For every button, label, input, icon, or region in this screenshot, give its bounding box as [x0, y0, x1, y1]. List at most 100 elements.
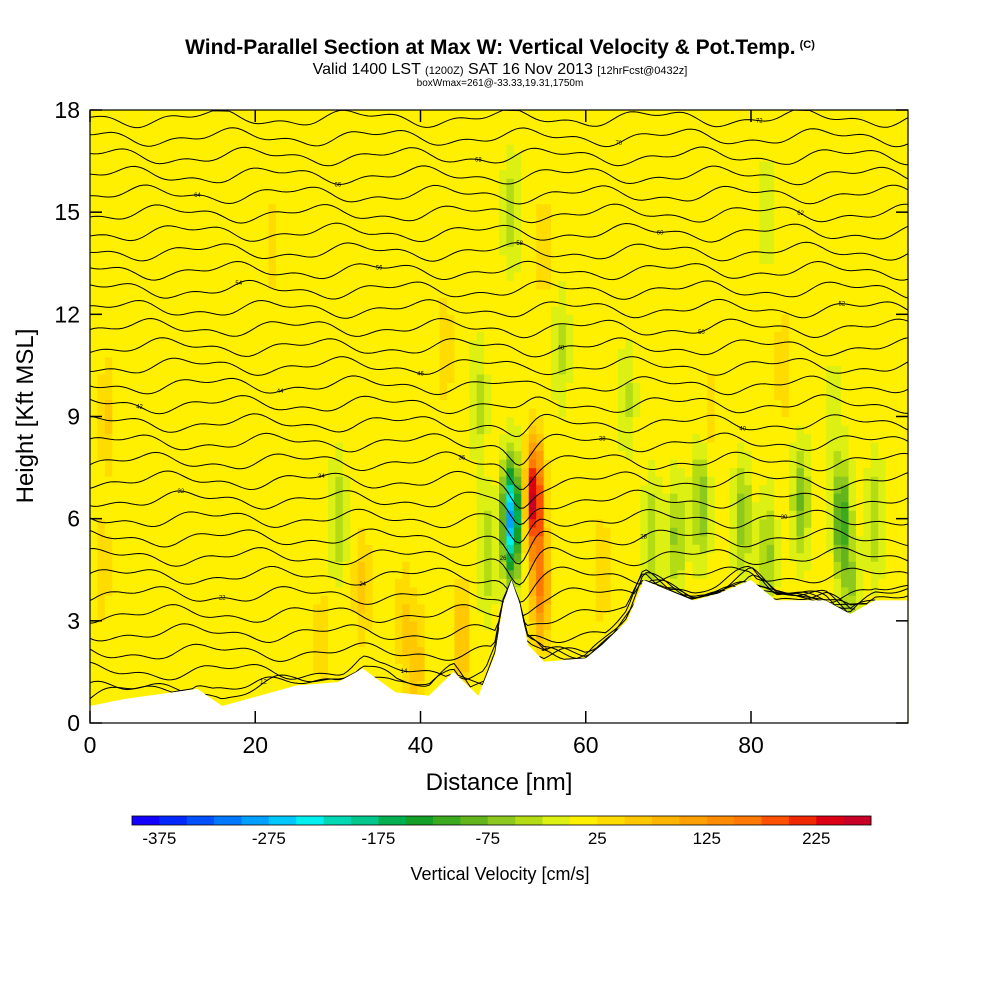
field-cell: [275, 501, 284, 511]
field-cell: [313, 365, 322, 375]
field-cell: [261, 629, 270, 639]
field-cell: [394, 280, 403, 290]
field-cell: [335, 229, 344, 239]
field-cell: [409, 510, 418, 520]
field-cell: [491, 161, 500, 171]
field-cell: [461, 544, 470, 554]
field-cell: [238, 356, 247, 367]
field-cell: [246, 161, 255, 171]
field-cell: [164, 246, 173, 256]
field-cell: [424, 161, 433, 171]
field-cell: [565, 348, 574, 358]
field-cell: [439, 118, 448, 128]
field-cell: [179, 646, 188, 656]
field-cell: [417, 305, 426, 315]
field-cell: [573, 586, 582, 596]
field-cell: [580, 382, 589, 392]
field-cell: [142, 390, 151, 401]
field-cell: [342, 518, 351, 528]
field-cell: [97, 510, 106, 520]
field-cell: [305, 646, 314, 656]
field-cell: [513, 382, 522, 392]
field-cell: [595, 407, 604, 418]
field-cell: [223, 271, 232, 281]
field-cell: [484, 127, 493, 137]
field-cell: [528, 527, 537, 537]
field-cell: [231, 399, 240, 409]
field-cell: [112, 433, 121, 443]
field-cell: [446, 578, 455, 588]
field-cell: [409, 212, 418, 222]
field-cell: [223, 135, 232, 145]
field-cell: [424, 569, 433, 579]
field-cell: [439, 280, 448, 290]
field-cell: [119, 229, 128, 239]
field-cell: [112, 459, 121, 469]
field-cell: [409, 314, 418, 324]
box-info: boxWmax=261@-33.33,19.31,1750m: [416, 78, 584, 89]
field-cell: [365, 501, 374, 511]
field-cell: [268, 399, 277, 409]
field-cell: [97, 680, 106, 690]
field-cell: [573, 425, 582, 435]
field-cell: [149, 688, 158, 699]
field-cell: [565, 229, 574, 239]
field-cell: [357, 135, 366, 145]
field-cell: [558, 484, 567, 494]
field-cell: [432, 595, 441, 605]
field-cell: [558, 527, 567, 537]
field-cell: [432, 178, 441, 188]
field-cell: [402, 484, 411, 494]
field-cell: [499, 263, 508, 273]
field-cell: [127, 544, 136, 554]
field-cell: [97, 561, 106, 571]
field-cell: [424, 348, 433, 358]
field-cell: [179, 407, 188, 418]
forecast-info: [12hrFcst@0432z]: [597, 65, 688, 77]
field-cell: [513, 373, 522, 384]
field-cell: [201, 263, 210, 273]
field-cell: [469, 365, 478, 375]
field-cell: [439, 169, 448, 179]
field-cell: [536, 356, 545, 367]
field-cell: [469, 637, 478, 647]
field-cell: [439, 595, 448, 605]
field-cell: [484, 612, 493, 622]
field-cell: [97, 476, 106, 486]
field-cell: [409, 578, 418, 588]
field-cell: [439, 671, 448, 682]
field-cell: [454, 322, 463, 332]
field-cell: [261, 518, 270, 528]
field-cell: [104, 135, 113, 145]
field-cell: [142, 561, 151, 571]
field-cell: [149, 595, 158, 605]
field-cell: [580, 535, 589, 545]
field-cell: [491, 178, 500, 188]
field-cell: [261, 476, 270, 486]
field-cell: [90, 654, 99, 664]
field-cell: [521, 178, 530, 188]
field-cell: [417, 416, 426, 426]
field-cell: [536, 195, 545, 205]
field-cell: [402, 195, 411, 205]
field-cell: [164, 586, 173, 596]
field-cell: [104, 442, 113, 452]
field-cell: [350, 356, 359, 367]
field-cell: [551, 331, 560, 341]
field-cell: [372, 305, 381, 315]
field-cell: [342, 382, 351, 392]
field-cell: [164, 476, 173, 486]
field-cell: [313, 527, 322, 537]
field-cell: [186, 331, 195, 341]
field-cell: [97, 671, 106, 682]
field-cell: [298, 339, 307, 349]
field-cell: [119, 135, 128, 145]
field-cell: [90, 118, 99, 128]
field-cell: [372, 339, 381, 349]
field-cell: [223, 331, 232, 341]
field-cell: [313, 493, 322, 503]
field-cell: [580, 433, 589, 443]
field-cell: [335, 612, 344, 622]
field-cell: [543, 263, 552, 273]
field-cell: [112, 595, 121, 605]
